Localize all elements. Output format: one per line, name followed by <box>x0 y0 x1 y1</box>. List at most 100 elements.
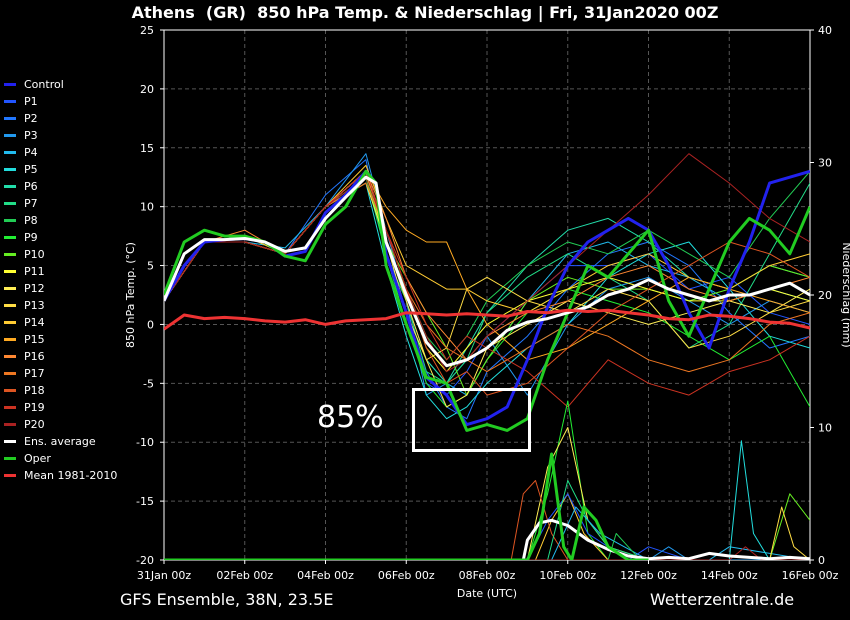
legend-item: P16 <box>4 348 117 365</box>
legend-item: P18 <box>4 382 117 399</box>
legend-item: P4 <box>4 144 117 161</box>
legend-label: Ens. average <box>24 435 96 448</box>
legend-swatch <box>4 372 16 375</box>
legend-label: P19 <box>24 401 45 414</box>
legend-item: P13 <box>4 297 117 314</box>
legend-label: Oper <box>24 452 51 465</box>
legend-swatch <box>4 338 16 341</box>
y-tick-label: 15 <box>140 142 154 155</box>
y-tick-label: 5 <box>147 260 154 273</box>
model-info: GFS Ensemble, 38N, 23.5E <box>120 590 334 609</box>
legend-swatch <box>4 168 16 171</box>
legend-label: P9 <box>24 231 38 244</box>
legend-item: P1 <box>4 93 117 110</box>
y-tick-label: 25 <box>140 24 154 37</box>
legend-item: P7 <box>4 195 117 212</box>
source-credit: Wetterzentrale.de <box>650 590 795 609</box>
legend-swatch <box>4 287 16 290</box>
x-tick-label: 16Feb 00z <box>782 569 839 582</box>
legend-swatch <box>4 321 16 324</box>
legend-label: P17 <box>24 367 45 380</box>
y-tick-label: -5 <box>143 377 154 390</box>
x-tick-label: 08Feb 00z <box>459 569 516 582</box>
legend-swatch <box>4 83 16 86</box>
precip-line-p5 <box>164 440 810 560</box>
legend-label: P6 <box>24 180 38 193</box>
y-tick-label: -20 <box>136 554 154 567</box>
legend-item: P14 <box>4 314 117 331</box>
precip-line-ens-average <box>164 518 810 560</box>
precipitation-series <box>164 400 810 560</box>
y-tick-label: 20 <box>140 83 154 96</box>
temp-line-p3 <box>164 153 810 396</box>
y2-tick-label: 40 <box>818 24 832 37</box>
legend-label: Control <box>24 78 64 91</box>
legend-swatch <box>4 134 16 137</box>
highlight-box <box>412 388 531 452</box>
legend-label: P12 <box>24 282 45 295</box>
temp-line-p20 <box>164 153 810 373</box>
legend-label: P2 <box>24 112 38 125</box>
legend-item: P19 <box>4 399 117 416</box>
precip-line-p8 <box>164 533 689 560</box>
legend-label: P13 <box>24 299 45 312</box>
legend-item: Mean 1981-2010 <box>4 467 117 484</box>
legend-label: P14 <box>24 316 45 329</box>
legend-swatch <box>4 185 16 188</box>
legend-label: P20 <box>24 418 45 431</box>
precip-line-p18 <box>164 480 569 560</box>
x-tick-label: 02Feb 00z <box>216 569 273 582</box>
y2-axis-label: Niederschlag (mm) <box>840 242 850 347</box>
legend-swatch <box>4 253 16 256</box>
legend-item: Ens. average <box>4 433 117 450</box>
legend-item: P17 <box>4 365 117 382</box>
legend-item: P10 <box>4 246 117 263</box>
x-tick-label: 04Feb 00z <box>297 569 354 582</box>
legend-swatch <box>4 202 16 205</box>
legend-item: P20 <box>4 416 117 433</box>
axes: -20 -15 -10 -5 0 5 10 15 20 25 31Jan 00z 02Feb 00z 0… <box>124 24 850 600</box>
legend-item: P11 <box>4 263 117 280</box>
legend-swatch <box>4 440 16 443</box>
legend-label: P5 <box>24 163 38 176</box>
legend-item: P8 <box>4 212 117 229</box>
precip-line-p20 <box>164 546 810 560</box>
precip-line-p13 <box>164 506 810 560</box>
legend-swatch <box>4 117 16 120</box>
grid-lines <box>163 29 811 561</box>
x-tick-label: 31Jan 00z <box>137 569 191 582</box>
precip-line-p1 <box>164 493 690 560</box>
legend-label: P15 <box>24 333 45 346</box>
temp-line-oper <box>164 169 810 432</box>
legend-item: P2 <box>4 110 117 127</box>
legend-swatch <box>4 406 16 409</box>
legend-item: P6 <box>4 178 117 195</box>
legend-swatch <box>4 304 16 307</box>
precip-line-oper <box>164 452 649 560</box>
legend-label: P18 <box>24 384 45 397</box>
legend-label: P4 <box>24 146 38 159</box>
chart-title: Athens (GR) 850 hPa Temp. & Niederschlag… <box>131 3 719 22</box>
legend-label: P1 <box>24 95 38 108</box>
y-tick-label: 10 <box>140 201 154 214</box>
legend-swatch <box>4 389 16 392</box>
legend-swatch <box>4 270 16 273</box>
x-tick-label: 14Feb 00z <box>701 569 758 582</box>
y2-tick-label: 30 <box>818 157 832 170</box>
legend-label: P8 <box>24 214 38 227</box>
legend-item: P12 <box>4 280 117 297</box>
legend-swatch <box>4 474 16 477</box>
x-tick-label: 10Feb 00z <box>539 569 596 582</box>
temp-line-mean-1981-2010 <box>164 308 810 331</box>
legend-item: Oper <box>4 450 117 467</box>
y-tick-label: -15 <box>136 495 154 508</box>
x-tick-label: 12Feb 00z <box>620 569 677 582</box>
legend-swatch <box>4 423 16 426</box>
y2-tick-label: 0 <box>818 554 825 567</box>
legend-item: P9 <box>4 229 117 246</box>
legend-swatch <box>4 236 16 239</box>
legend-item: P3 <box>4 127 117 144</box>
y2-tick-label: 10 <box>818 422 832 435</box>
precip-line-p9 <box>164 400 689 560</box>
